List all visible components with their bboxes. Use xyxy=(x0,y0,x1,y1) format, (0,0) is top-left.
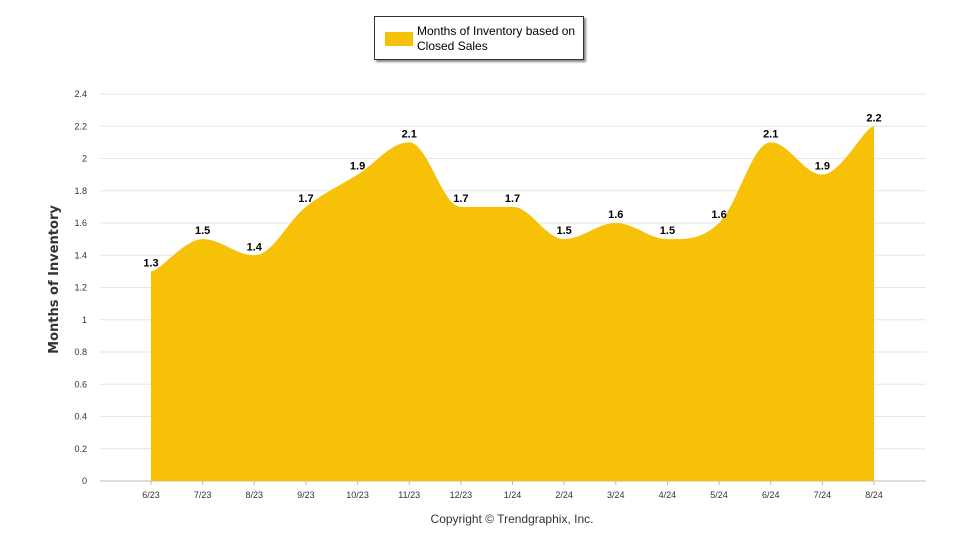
y-axis-label: Months of Inventory xyxy=(47,205,62,354)
y-tick-label: 0.4 xyxy=(74,412,87,422)
x-tick-label: 11/23 xyxy=(398,490,420,500)
y-tick-label: 0.6 xyxy=(74,379,87,389)
data-label: 1.6 xyxy=(711,209,726,221)
x-tick-label: 4/24 xyxy=(659,490,677,500)
x-tick-label: 3/24 xyxy=(607,490,625,500)
x-tick-label: 7/23 xyxy=(194,490,212,500)
series-area xyxy=(151,126,874,481)
data-label: 1.9 xyxy=(815,161,830,173)
x-tick-label: 6/24 xyxy=(762,490,780,500)
data-label: 2.2 xyxy=(866,112,881,124)
x-tick-label: 10/23 xyxy=(346,490,369,500)
data-label: 1.7 xyxy=(505,193,520,205)
y-tick-label: 1.8 xyxy=(74,186,87,196)
y-axis-ticks: 0 0.2 0.4 0.6 0.8 1 1.2 1.4 1.6 1.8 2 2.2 2.4 xyxy=(74,89,87,486)
data-labels: 1.3 1.5 1.4 1.7 1.9 2.1 1.7 1.7 1.5 1.6 1.5 1.6 2.1 1… xyxy=(143,112,881,269)
copyright-text: Copyright © Trendgraphix, Inc. xyxy=(430,512,594,526)
legend-swatch xyxy=(385,32,413,46)
x-tick-label: 5/24 xyxy=(710,490,728,500)
y-tick-label: 0.8 xyxy=(74,347,87,357)
x-tick-label: 6/23 xyxy=(142,490,160,500)
data-label: 1.9 xyxy=(350,161,365,173)
series-area-layer xyxy=(151,126,874,481)
legend-label: Months of Inventory based on Closed Sale… xyxy=(417,24,576,53)
x-tick-label: 12/23 xyxy=(450,490,473,500)
data-label: 2.1 xyxy=(402,128,417,140)
data-label: 1.5 xyxy=(195,225,210,237)
x-tick-label: 9/23 xyxy=(297,490,315,500)
data-label: 1.7 xyxy=(453,193,468,205)
x-axis-ticks: 6/23 7/23 8/23 9/23 10/23 11/23 12/23 1/24 2/24 3… xyxy=(142,481,883,500)
x-tick-label: 7/24 xyxy=(814,490,832,500)
data-label: 1.4 xyxy=(247,241,263,253)
y-tick-label: 1.6 xyxy=(74,218,87,228)
x-tick-label: 1/24 xyxy=(504,490,522,500)
y-tick-label: 2 xyxy=(82,154,87,164)
x-tick-label: 8/23 xyxy=(246,490,264,500)
legend: Months of Inventory based on Closed Sale… xyxy=(374,16,584,60)
data-label: 1.5 xyxy=(556,225,571,237)
data-label: 1.7 xyxy=(298,193,313,205)
y-tick-label: 2.4 xyxy=(74,89,87,99)
y-tick-label: 1 xyxy=(82,315,87,325)
data-label: 1.3 xyxy=(143,257,158,269)
data-label: 1.6 xyxy=(608,209,623,221)
y-tick-label: 2.2 xyxy=(74,121,87,131)
data-label: 2.1 xyxy=(763,128,778,140)
x-tick-label: 2/24 xyxy=(555,490,573,500)
y-tick-label: 0 xyxy=(82,476,87,486)
y-tick-label: 1.2 xyxy=(74,283,87,293)
data-label: 1.5 xyxy=(660,225,675,237)
x-tick-label: 8/24 xyxy=(865,490,883,500)
y-tick-label: 0.2 xyxy=(74,444,87,454)
y-tick-label: 1.4 xyxy=(74,250,87,260)
